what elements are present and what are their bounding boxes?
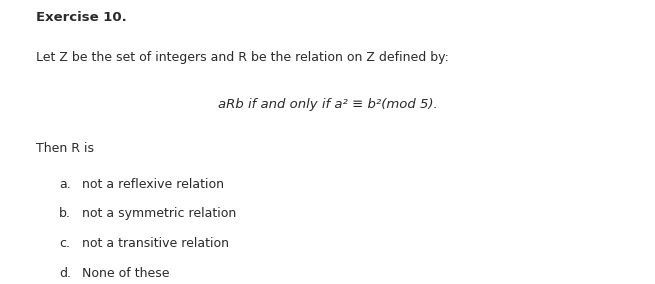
Text: d.: d.: [59, 267, 71, 280]
Text: None of these: None of these: [82, 267, 170, 280]
Text: a.: a.: [59, 178, 71, 191]
Text: b.: b.: [59, 207, 71, 220]
Text: not a symmetric relation: not a symmetric relation: [82, 207, 236, 220]
Text: not a reflexive relation: not a reflexive relation: [82, 178, 224, 191]
Text: c.: c.: [59, 237, 70, 250]
Text: Let Z be the set of integers and R be the relation on Z defined by:: Let Z be the set of integers and R be th…: [36, 51, 449, 64]
Text: aRb if and only if a² ≡ b²(mod 5).: aRb if and only if a² ≡ b²(mod 5).: [217, 98, 438, 111]
Text: Then R is: Then R is: [36, 142, 94, 155]
Text: not a transitive relation: not a transitive relation: [82, 237, 229, 250]
Text: Exercise 10.: Exercise 10.: [36, 11, 127, 24]
